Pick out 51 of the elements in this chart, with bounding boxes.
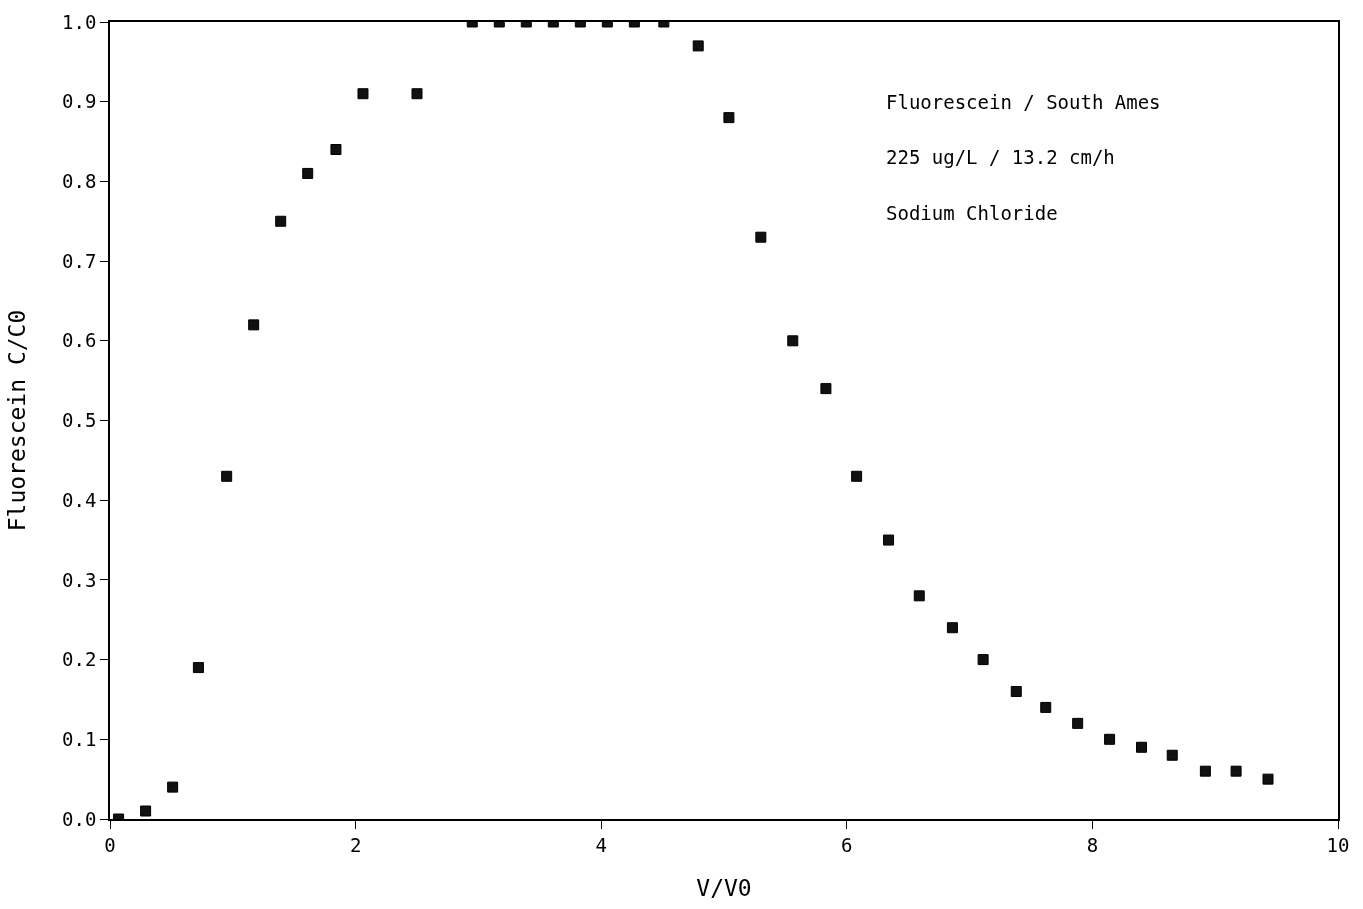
point [1136, 741, 1148, 753]
x-tick-label: 0 [104, 833, 116, 856]
annotation: 225 ug/L / 13.2 cm/h [886, 146, 1115, 168]
point [977, 654, 989, 666]
point [851, 470, 863, 482]
point [167, 781, 179, 793]
y-tick-label: 0.4 [62, 488, 97, 511]
point [221, 470, 233, 482]
y-tick-label: 0.3 [62, 568, 97, 591]
x-tick-label: 2 [349, 833, 362, 856]
y-tick-label: 0.9 [62, 90, 97, 113]
x-axis-title: V/V0 [696, 874, 752, 901]
x-tick-label: 4 [595, 833, 607, 856]
annotation: Sodium Chloride [886, 202, 1058, 224]
point [1010, 685, 1022, 697]
point [755, 231, 767, 243]
y-tick-label: 0.0 [62, 807, 97, 830]
point [192, 662, 204, 674]
point [357, 88, 369, 100]
y-tick-label: 0.7 [62, 249, 97, 272]
point [330, 144, 342, 156]
point [883, 534, 895, 546]
annotation: Fluorescein / South Ames [886, 91, 1161, 113]
point [1104, 733, 1116, 745]
point [723, 112, 735, 124]
point [1230, 765, 1242, 777]
point [411, 88, 423, 100]
x-tick-label: 10 [1326, 833, 1350, 856]
point [1040, 701, 1052, 713]
point [1072, 717, 1084, 729]
y-tick-label: 0.5 [62, 409, 97, 432]
point [692, 40, 704, 52]
point [946, 622, 958, 634]
x-tick-label: 6 [841, 833, 853, 856]
point [140, 805, 152, 817]
point [787, 335, 799, 347]
y-tick-label: 0.2 [62, 648, 97, 671]
point [820, 383, 832, 395]
point [913, 590, 925, 602]
y-axis-title: Fluorescein C/C0 [4, 309, 31, 532]
point [275, 215, 287, 227]
point [248, 319, 260, 331]
point [1199, 765, 1211, 777]
point [302, 167, 314, 179]
y-tick-label: 1.0 [62, 10, 97, 33]
point [1262, 773, 1274, 785]
y-tick-label: 0.8 [62, 170, 97, 193]
y-tick-label: 0.1 [62, 727, 97, 750]
y-tick-label: 0.6 [62, 329, 97, 352]
x-tick-label: 8 [1086, 833, 1099, 856]
point [1166, 749, 1178, 761]
